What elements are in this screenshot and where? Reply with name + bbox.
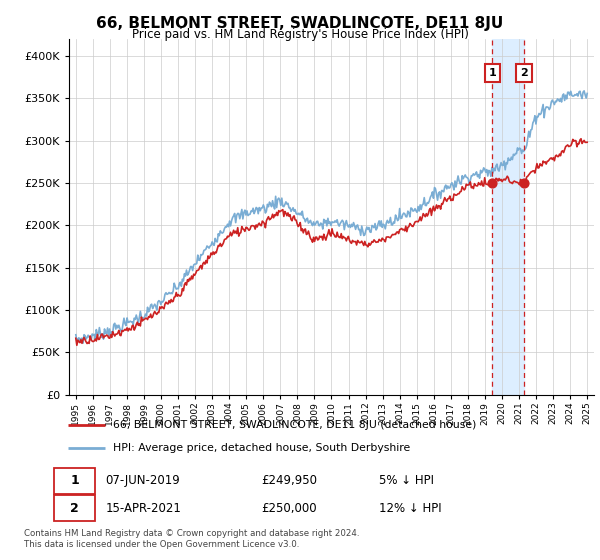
Text: 2: 2 [70,502,79,515]
Text: 5% ↓ HPI: 5% ↓ HPI [379,474,434,487]
Text: 15-APR-2021: 15-APR-2021 [106,502,181,515]
Point [519,179,529,188]
Text: 66, BELMONT STREET, SWADLINCOTE, DE11 8JU: 66, BELMONT STREET, SWADLINCOTE, DE11 8J… [97,16,503,31]
Text: 07-JUN-2019: 07-JUN-2019 [106,474,180,487]
Bar [493,39,524,395]
Text: £250,000: £250,000 [261,502,317,515]
Text: 2: 2 [520,68,528,78]
Text: HPI: Average price, detached house, South Derbyshire: HPI: Average price, detached house, Sout… [113,442,410,452]
FancyBboxPatch shape [55,468,95,493]
Text: 66, BELMONT STREET, SWADLINCOTE, DE11 8JU (detached house): 66, BELMONT STREET, SWADLINCOTE, DE11 8J… [113,420,477,430]
Text: 1: 1 [70,474,79,487]
Text: 1: 1 [488,68,496,78]
Text: Contains HM Land Registry data © Crown copyright and database right 2024.
This d: Contains HM Land Registry data © Crown c… [24,529,359,549]
Point [488,179,497,188]
Text: Price paid vs. HM Land Registry's House Price Index (HPI): Price paid vs. HM Land Registry's House … [131,28,469,41]
Text: 12% ↓ HPI: 12% ↓ HPI [379,502,442,515]
FancyBboxPatch shape [55,496,95,521]
Text: £249,950: £249,950 [261,474,317,487]
